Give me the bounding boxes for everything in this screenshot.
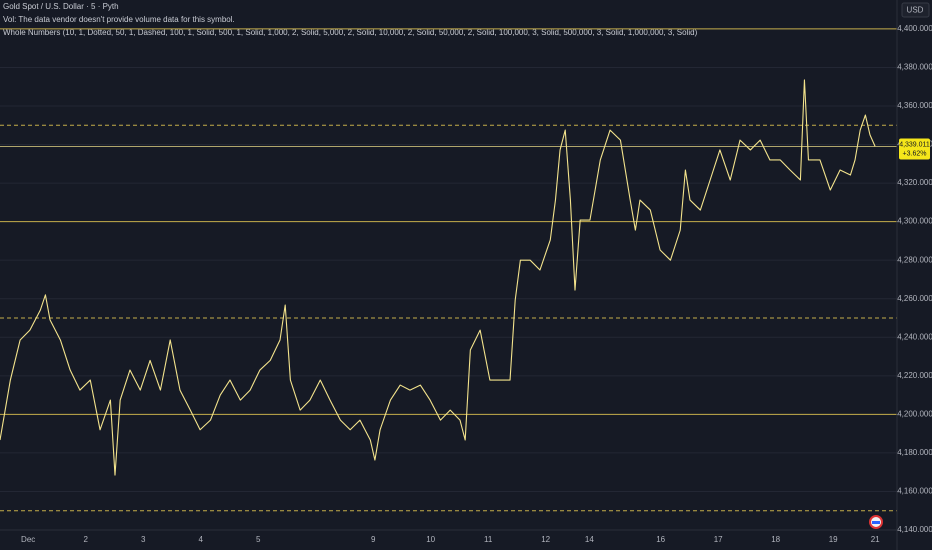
y-tick-label: 4,300.000 [897,217,932,226]
x-tick-label: 11 [484,535,493,544]
price-label-box [899,138,930,160]
event-icon[interactable] [869,515,883,529]
x-tick-label: 16 [656,535,665,544]
price-line [0,79,876,476]
x-tick-label: 2 [83,535,88,544]
x-tick-label: 3 [141,535,146,544]
plot-layer [0,28,897,531]
last-price-label: 4,339.011 [899,141,930,148]
x-tick-label: 9 [371,535,376,544]
currency[interactable]: USD [907,6,924,15]
y-tick-label: 4,240.000 [897,332,932,341]
y-tick-label: 4,260.000 [897,294,932,303]
y-tick-label: 4,320.000 [897,178,932,187]
x-tick-label: 17 [714,535,723,544]
x-tick-label: 5 [256,535,261,544]
y-tick-label: 4,200.000 [897,409,932,418]
x-tick-label: 14 [585,535,594,544]
x-tick-label: 12 [541,535,550,544]
y-tick-label: 4,140.000 [897,525,932,534]
x-tick-label: 19 [829,535,838,544]
change-label: +3.62% [903,150,927,157]
y-tick-label: 4,220.000 [897,371,932,380]
chart-title: Gold Spot / U.S. Dollar · 5 · Pyth [3,2,119,11]
x-tick-label: 10 [426,535,435,544]
x-tick-label: 21 [871,535,880,544]
y-tick-label: 4,360.000 [897,101,932,110]
y-tick-label: 4,400.000 [897,24,932,33]
currency-box[interactable] [901,2,930,18]
x-tick-label: 18 [771,535,780,544]
y-tick-label: 4,280.000 [897,255,932,264]
volume-note: Vol: The data vendor doesn't provide vol… [3,15,235,24]
y-tick-label: 4,160.000 [897,487,932,496]
y-tick-label: 4,380.000 [897,63,932,72]
x-tick-label: Dec [21,535,35,544]
x-tick-label: 4 [198,535,203,544]
y-tick-label: 4,180.000 [897,448,932,457]
indicator-label: Whole Numbers (10, 1, Dotted, 50, 1, Das… [3,28,698,37]
